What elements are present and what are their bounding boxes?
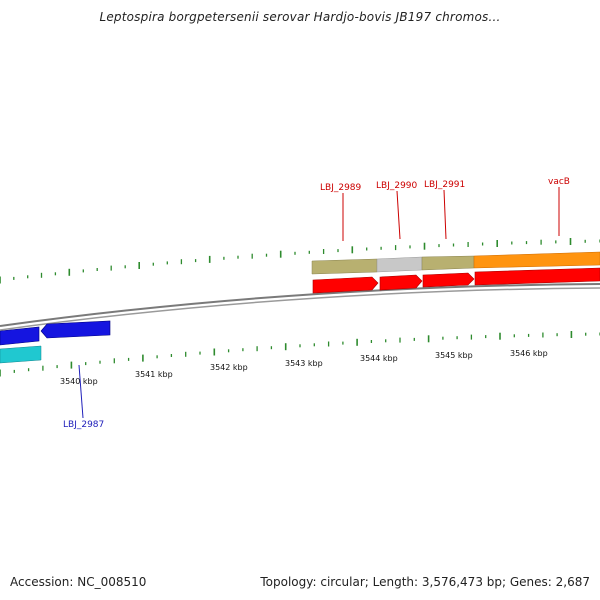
- gene-lbj-2990-arrow: [379, 274, 423, 291]
- feature-orange: [473, 251, 600, 269]
- scale-label-3542: 3542 kbp: [210, 363, 248, 372]
- gene-label-lbj-2990[interactable]: LBJ_2990: [376, 181, 418, 191]
- scale-label-3545: 3545 kbp: [435, 351, 473, 360]
- feature-grey: [376, 256, 423, 273]
- feature-olive-2: [421, 255, 475, 271]
- scale-label-3543: 3543 kbp: [285, 359, 323, 368]
- scale-label-3540: 3540 kbp: [60, 377, 98, 386]
- backbone-inner: [0, 287, 600, 331]
- upper-tick-track: [0, 238, 600, 284]
- feature-cyan: [0, 345, 42, 364]
- accession-label: Accession: NC_008510: [10, 575, 147, 589]
- gene-label-lbj-2989[interactable]: LBJ_2989: [320, 183, 362, 193]
- map-title: Leptospira borgpetersenii serovar Hardjo…: [99, 10, 501, 24]
- gene-lbj-2987-arrow: [40, 320, 111, 339]
- leader-lbj-2991: [443, 189, 447, 240]
- lower-tick-track: [0, 331, 600, 377]
- leader-lbj-2987: [78, 364, 84, 419]
- gene-label-lbj-2991[interactable]: LBJ_2991: [424, 180, 465, 190]
- gene-vacb-arrow: [474, 267, 600, 286]
- scale-label-3544: 3544 kbp: [360, 354, 398, 363]
- gene-reverse-left-arrow: [0, 326, 40, 346]
- scale-label-3541: 3541 kbp: [135, 370, 173, 379]
- gene-label-lbj-2987[interactable]: LBJ_2987: [63, 420, 104, 430]
- genome-summary: Topology: circular; Length: 3,576,473 bp…: [260, 575, 590, 589]
- gene-label-vacb[interactable]: vacB: [548, 177, 570, 187]
- leader-lbj-2990: [396, 190, 401, 240]
- backbone-outer: [0, 283, 600, 327]
- gene-lbj-2989-arrow: [312, 276, 379, 294]
- feature-olive-1: [311, 258, 378, 275]
- gene-lbj-2991-arrow: [422, 272, 475, 288]
- scale-label-3546: 3546 kbp: [510, 349, 548, 358]
